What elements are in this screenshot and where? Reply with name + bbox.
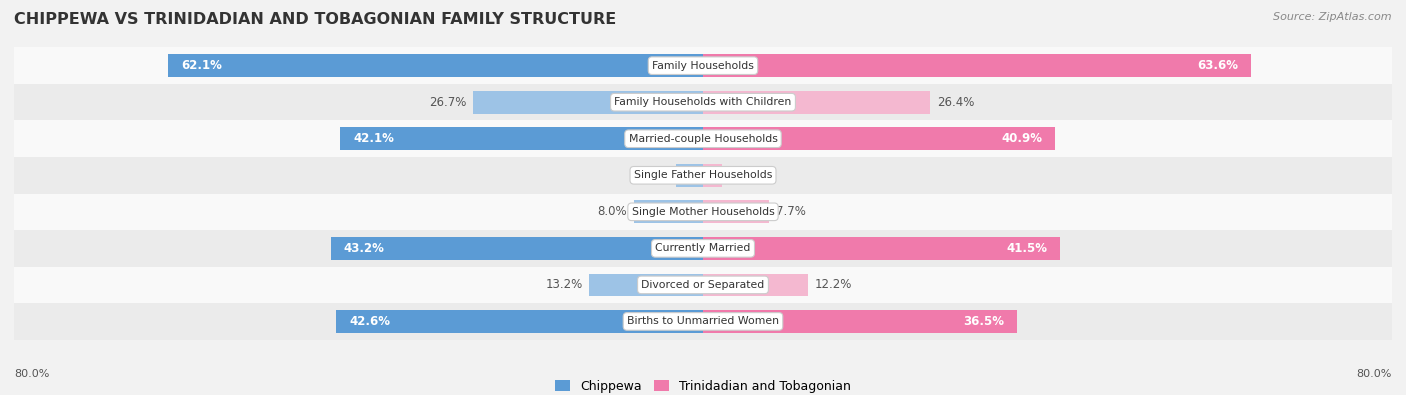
Text: 3.1%: 3.1% [640, 169, 669, 182]
Text: 8.0%: 8.0% [598, 205, 627, 218]
Bar [330, 237, 703, 260]
Text: Family Households: Family Households [652, 61, 754, 71]
Text: 26.4%: 26.4% [938, 96, 974, 109]
Bar [14, 47, 1392, 84]
Text: 62.1%: 62.1% [181, 59, 222, 72]
Bar [14, 194, 1392, 230]
Bar [472, 91, 703, 113]
Text: Single Mother Households: Single Mother Households [631, 207, 775, 217]
Bar [169, 55, 703, 77]
Bar [703, 310, 1018, 333]
Bar [703, 128, 1056, 150]
Text: Married-couple Households: Married-couple Households [628, 134, 778, 144]
Bar [14, 157, 1392, 194]
Text: 43.2%: 43.2% [344, 242, 385, 255]
Bar [14, 120, 1392, 157]
Text: 2.2%: 2.2% [728, 169, 759, 182]
Bar [14, 267, 1392, 303]
Bar [676, 164, 703, 186]
Text: 80.0%: 80.0% [14, 369, 49, 379]
Text: Source: ZipAtlas.com: Source: ZipAtlas.com [1274, 12, 1392, 22]
Bar [14, 303, 1392, 340]
Bar [589, 274, 703, 296]
Text: 13.2%: 13.2% [546, 278, 582, 292]
Text: Births to Unmarried Women: Births to Unmarried Women [627, 316, 779, 326]
Bar [703, 164, 721, 186]
Bar [703, 201, 769, 223]
Text: 80.0%: 80.0% [1357, 369, 1392, 379]
Text: Currently Married: Currently Married [655, 243, 751, 253]
Text: 36.5%: 36.5% [963, 315, 1004, 328]
Bar [703, 274, 808, 296]
Legend: Chippewa, Trinidadian and Tobagonian: Chippewa, Trinidadian and Tobagonian [550, 375, 856, 395]
Bar [340, 128, 703, 150]
Text: 63.6%: 63.6% [1197, 59, 1237, 72]
Text: Family Households with Children: Family Households with Children [614, 97, 792, 107]
Bar [634, 201, 703, 223]
Text: 26.7%: 26.7% [429, 96, 467, 109]
Text: 40.9%: 40.9% [1001, 132, 1042, 145]
Text: 42.1%: 42.1% [353, 132, 394, 145]
Text: CHIPPEWA VS TRINIDADIAN AND TOBAGONIAN FAMILY STRUCTURE: CHIPPEWA VS TRINIDADIAN AND TOBAGONIAN F… [14, 12, 616, 27]
Bar [703, 91, 931, 113]
Bar [14, 230, 1392, 267]
Text: Divorced or Separated: Divorced or Separated [641, 280, 765, 290]
Text: 7.7%: 7.7% [776, 205, 806, 218]
Text: 41.5%: 41.5% [1007, 242, 1047, 255]
Text: 42.6%: 42.6% [349, 315, 389, 328]
Bar [703, 237, 1060, 260]
Text: Single Father Households: Single Father Households [634, 170, 772, 180]
Bar [336, 310, 703, 333]
Bar [14, 84, 1392, 120]
Bar [703, 55, 1251, 77]
Text: 12.2%: 12.2% [815, 278, 852, 292]
